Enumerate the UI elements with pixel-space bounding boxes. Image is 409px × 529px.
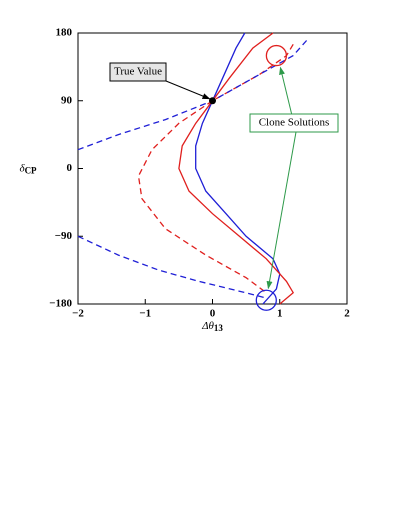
- curve: [178, 32, 295, 305]
- clone-circle: [265, 44, 288, 67]
- label-box: [249, 113, 339, 133]
- curve: [195, 32, 281, 305]
- x-tick-label: −2: [72, 308, 84, 320]
- annotation: Clone Solutions: [259, 117, 330, 129]
- y-tick-label: 180: [56, 27, 73, 39]
- axis-subscript: 13: [214, 323, 224, 333]
- true-value-dot: [209, 97, 216, 105]
- arrow: [165, 80, 211, 100]
- clone-circle: [255, 289, 277, 311]
- annotation: True Value: [114, 66, 162, 78]
- axis-label: Δθ13: [201, 320, 223, 334]
- x-tick-label: 2: [344, 308, 350, 320]
- y-tick-label: 0: [67, 162, 73, 174]
- axis-symbol: Δθ: [201, 320, 214, 332]
- y-tick-label: −180: [49, 298, 72, 310]
- label-box: [109, 62, 167, 82]
- y-tick-label: −90: [55, 230, 73, 242]
- x-tick-label: 1: [277, 308, 283, 320]
- y-tick-label: 90: [61, 94, 73, 106]
- arrow: [266, 131, 297, 290]
- x-tick-label: 0: [210, 308, 216, 320]
- axis-label: δCP: [19, 162, 37, 176]
- axis-subscript: CP: [25, 166, 37, 176]
- axis-symbol: δ: [19, 162, 25, 174]
- x-tick-label: −1: [139, 308, 151, 320]
